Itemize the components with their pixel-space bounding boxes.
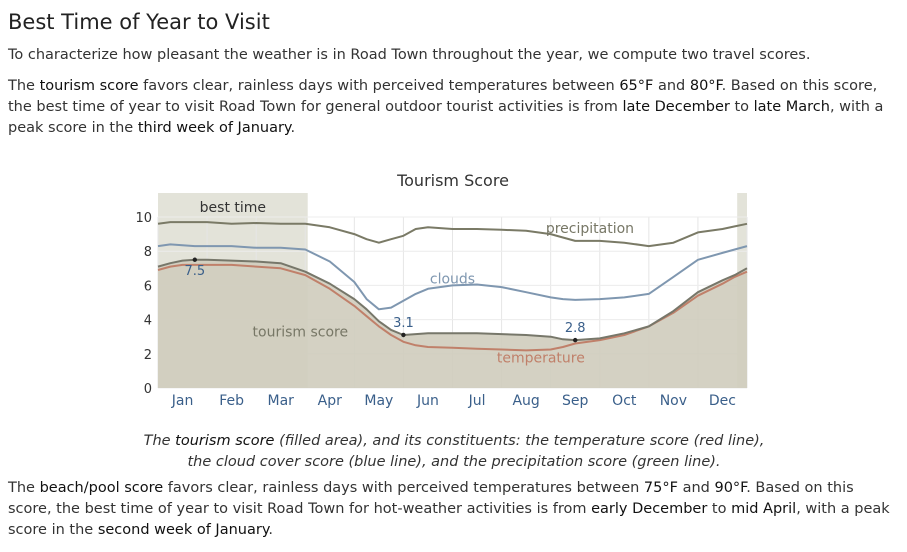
text: . Based on this score, the best time of … — [8, 78, 878, 115]
x-tick-label: Feb — [219, 393, 244, 409]
chart-points — [192, 257, 578, 343]
series-label: precipitation — [546, 221, 634, 237]
x-tick-label: Jan — [171, 393, 194, 409]
y-axis-ticks: 0 2 4 6 8 10 — [135, 211, 152, 397]
y-tick-label: 6 — [144, 279, 152, 294]
peak-point — [192, 257, 198, 262]
x-axis-ticks: Jan Feb Mar Apr May Jun Jul Aug Sep Oct Nov Dec — [171, 393, 736, 409]
series-label: tourism score — [253, 325, 349, 341]
intro-paragraph: To characterize how pleasant the weather… — [8, 47, 811, 63]
keyword-temp-high: 80°F — [689, 78, 722, 94]
chart-title: Tourism Score — [396, 171, 509, 190]
keyword-temp-low: 75°F — [643, 480, 678, 496]
keyword-peak: second week of January — [97, 522, 269, 538]
keyword-start: late December — [622, 99, 730, 115]
peak-value-label: 3.1 — [393, 316, 414, 331]
keyword-end: late March — [753, 99, 830, 115]
keyword-peak: third week of January — [137, 120, 291, 136]
x-tick-label: Oct — [612, 393, 637, 409]
y-tick-label: 0 — [144, 382, 152, 397]
best-time-band — [158, 193, 308, 388]
series-label: temperature — [497, 350, 585, 366]
y-tick-label: 4 — [144, 314, 152, 329]
text: and — [677, 480, 715, 496]
text: , with a peak score in the — [8, 99, 884, 136]
text: (filled area), and its constituents: the… — [187, 432, 765, 470]
chart-grid — [157, 216, 748, 389]
keyword-tourism-score: tourism score — [175, 432, 275, 449]
y-tick-label: 10 — [135, 211, 152, 226]
text: to — [707, 501, 732, 517]
keyword-temp-high: 90°F — [714, 480, 747, 496]
x-tick-label: Dec — [709, 393, 736, 409]
best-time-band — [737, 193, 747, 388]
text: The — [143, 432, 176, 449]
text: and — [653, 78, 690, 94]
peak-value-label: 7.5 — [184, 264, 205, 279]
text: , with a peak score in the — [8, 501, 890, 538]
text: favors clear, rainless days with perceiv… — [163, 480, 644, 496]
text: favors clear, rainless days with perceiv… — [138, 78, 620, 94]
keyword-start: early December — [591, 501, 708, 517]
series-lines — [157, 221, 748, 352]
x-tick-label: Jul — [468, 393, 486, 409]
text: . — [268, 522, 273, 538]
beach-paragraph: The beach/pool score favors clear, rainl… — [8, 478, 898, 541]
text: to — [729, 99, 754, 115]
x-tick-label: May — [364, 393, 393, 409]
y-tick-label: 2 — [144, 348, 152, 363]
page-title: Best Time of Year to Visit — [8, 10, 270, 34]
text: . — [290, 120, 296, 136]
x-tick-label: Aug — [512, 393, 539, 409]
y-tick-label: 8 — [144, 245, 152, 260]
x-tick-label: Apr — [318, 393, 342, 409]
series-label: clouds — [430, 272, 475, 288]
keyword-beach-score: beach/pool score — [39, 480, 164, 496]
keyword-temp-low: 65°F — [619, 78, 654, 94]
best-time-label: best time — [200, 200, 266, 216]
keyword-tourism-score: tourism score — [39, 78, 139, 94]
text: The — [8, 78, 40, 94]
chart-caption: The tourism score (filled area), and its… — [130, 431, 778, 473]
text: The — [8, 480, 40, 496]
peak-point — [401, 332, 406, 338]
keyword-end: mid April — [731, 501, 797, 517]
x-tick-label: Jun — [416, 393, 439, 409]
text: . Based on this score, the best time of … — [8, 480, 854, 517]
x-tick-label: Nov — [660, 393, 687, 409]
peak-point — [573, 337, 578, 343]
tourism-area-layer — [158, 259, 747, 388]
best-time-bands — [158, 193, 747, 388]
precipitation-line — [157, 221, 748, 248]
plot-background — [158, 217, 747, 388]
chart-labels: best time 7.5 3.1 2.8 precipitation clouds tem… — [184, 200, 634, 366]
tourism-score-line — [157, 258, 748, 342]
clouds-line — [157, 243, 748, 311]
peak-value-label: 2.8 — [565, 321, 586, 336]
x-tick-label: Sep — [562, 393, 589, 409]
temperature-line — [157, 263, 748, 352]
tourism-score-area — [158, 259, 747, 388]
x-tick-label: Mar — [267, 393, 294, 409]
tourism-paragraph: The tourism score favors clear, rainless… — [8, 76, 898, 139]
